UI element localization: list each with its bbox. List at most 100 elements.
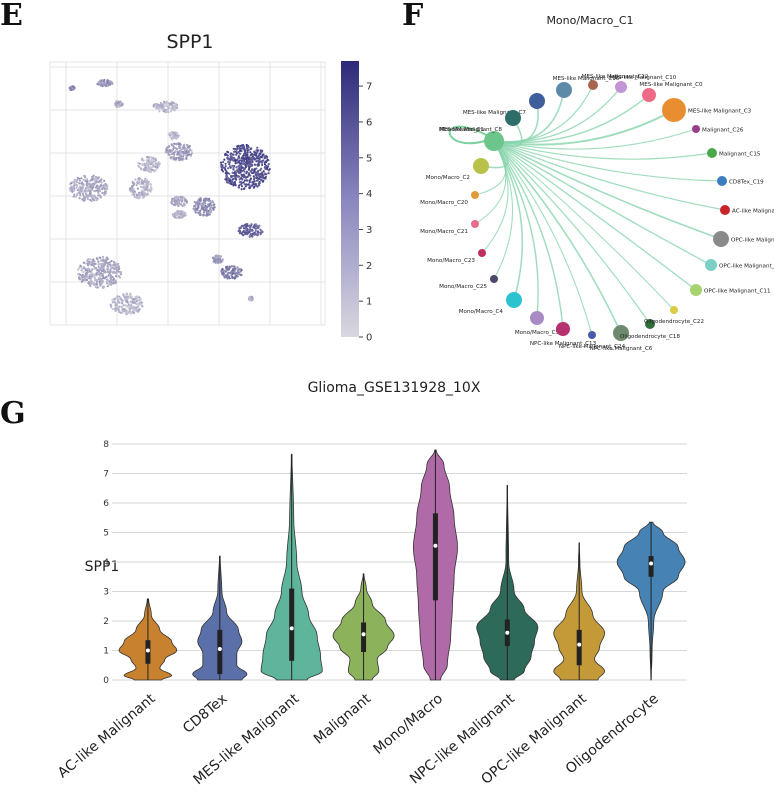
umap-cell-point — [238, 149, 242, 152]
umap-cell-point — [97, 260, 100, 263]
umap-panel: SPP1 0 1 2 3 4 5 6 7 — [49, 31, 372, 344]
violin-iqr-box — [576, 629, 582, 666]
umap-cell-point — [244, 185, 247, 188]
umap-cell-point — [182, 210, 185, 214]
umap-cell-point — [175, 136, 178, 139]
violins — [118, 449, 686, 681]
umap-cell-point — [238, 178, 241, 181]
umap-cell-point — [233, 277, 237, 280]
umap-cell-point — [232, 166, 235, 170]
colorbar-tick-label: 1 — [366, 297, 372, 308]
umap-cell-point — [226, 181, 229, 184]
umap-cell-point — [116, 269, 119, 272]
umap-cell-point — [255, 175, 258, 179]
umap-cell-point — [179, 149, 182, 152]
umap-cell-point — [81, 267, 84, 270]
network-node-label: NPC-like Malignant_C24 — [559, 344, 626, 350]
umap-cell-point — [137, 309, 140, 312]
umap-cell-point — [240, 232, 243, 236]
umap-cell-point — [91, 175, 94, 178]
umap-cell-point — [148, 158, 151, 161]
umap-cell-point — [243, 153, 246, 156]
umap-cell-point — [93, 277, 96, 280]
umap-cell-point — [84, 192, 87, 195]
violin-ytick-label: 3 — [103, 588, 109, 598]
umap-cell-point — [86, 198, 90, 201]
umap-cell-point — [137, 164, 140, 167]
umap-cell-point — [118, 276, 121, 279]
umap-cell-point — [106, 270, 109, 274]
umap-cell-point — [92, 273, 95, 276]
umap-cell-point — [96, 271, 99, 274]
umap-cell-point — [265, 160, 268, 164]
umap-cell-point — [137, 197, 140, 200]
umap-cell-point — [169, 102, 172, 105]
umap-cell-point — [215, 256, 218, 260]
umap-cell-point — [102, 276, 105, 280]
umap-cell-point — [257, 160, 260, 164]
umap-cell-point — [248, 187, 251, 190]
network-edges — [448, 84, 726, 336]
umap-cell-point — [242, 181, 245, 184]
umap-cell-point — [256, 151, 259, 154]
umap-cell-point — [240, 224, 243, 228]
umap-cell-point — [72, 187, 76, 190]
umap-cell-point — [109, 265, 112, 268]
umap-cell-point — [106, 81, 109, 84]
umap-cell-point — [232, 156, 235, 159]
umap-cell-point — [224, 165, 227, 168]
umap-cell-point — [91, 198, 94, 201]
umap-cell-point — [97, 193, 100, 196]
umap-cell-point — [262, 159, 265, 162]
umap-cell-point — [108, 282, 111, 285]
umap-cell-point — [235, 271, 238, 274]
umap-cell-point — [185, 157, 188, 160]
umap-cell-point — [239, 159, 242, 162]
umap-cell-point — [238, 226, 241, 229]
umap-cell-point — [235, 274, 238, 277]
umap-cell-point — [82, 279, 85, 282]
umap-cell-point — [99, 263, 102, 266]
network-node — [471, 220, 479, 228]
umap-cell-point — [135, 183, 138, 187]
network-node — [478, 249, 486, 257]
network-node-label: OPC-like Malignant_C11 — [704, 289, 771, 295]
umap-cell-point — [141, 157, 144, 160]
umap-cell-point — [173, 215, 176, 218]
umap-cell-point — [90, 282, 93, 285]
umap-cell-point — [167, 110, 170, 113]
umap-cell-point — [71, 190, 74, 193]
network-edge — [493, 140, 712, 266]
umap-cell-point — [83, 275, 87, 278]
umap-cell-point — [249, 230, 252, 233]
umap-cell-point — [93, 283, 96, 286]
umap-cell-point — [249, 178, 252, 181]
colorbar-tick-label: 5 — [366, 153, 372, 164]
network-panel: Mono/Macro_C1 Mono/Macro_C1 Mono/Macro_C2… — [420, 14, 774, 352]
umap-cell-point — [251, 171, 254, 175]
umap-cell-point — [142, 191, 145, 194]
umap-cell-point — [249, 235, 252, 238]
umap-cell-point — [126, 305, 129, 308]
umap-cell-point — [165, 102, 168, 105]
umap-cell-point — [102, 286, 105, 289]
umap-cell-point — [173, 109, 176, 112]
violin-median-point — [361, 632, 366, 637]
umap-cell-point — [69, 88, 72, 91]
umap-cell-point — [130, 303, 133, 306]
network-node-label: Mono/Macro_C4 — [459, 309, 504, 315]
umap-cell-point — [254, 153, 257, 156]
umap-cell-point — [78, 179, 82, 182]
umap-cell-point — [235, 159, 239, 162]
umap-cell-point — [249, 232, 252, 236]
umap-cell-point — [96, 189, 99, 192]
umap-cell-point — [101, 259, 104, 262]
umap-cell-point — [106, 84, 110, 87]
umap-cell-point — [79, 189, 82, 193]
umap-cell-point — [249, 174, 252, 177]
umap-cell-point — [85, 269, 88, 272]
umap-cell-point — [130, 312, 133, 315]
umap-cell-point — [140, 168, 143, 171]
umap-cell-point — [266, 168, 269, 171]
umap-cell-point — [149, 190, 152, 193]
